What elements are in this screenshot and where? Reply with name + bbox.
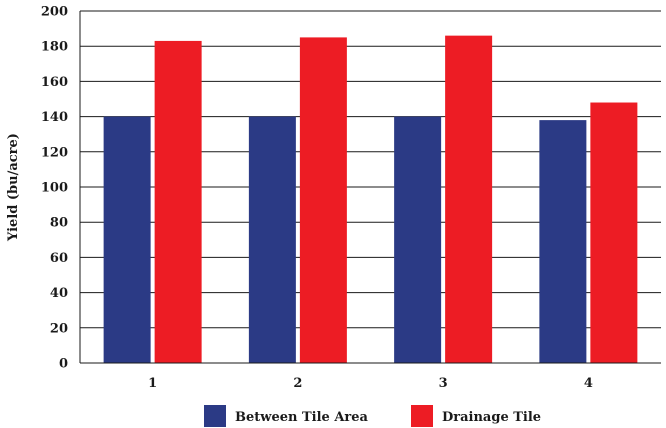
legend-label-1: Between Tile Area [235, 410, 369, 425]
y-tick-label: 60 [50, 251, 68, 266]
legend-swatch-1 [204, 405, 226, 427]
bar-series-2-category-1 [154, 40, 202, 364]
bar-series-1-category-4 [539, 120, 587, 364]
bar-series-1-category-2 [248, 116, 296, 363]
y-tick-label: 160 [41, 75, 68, 90]
y-axis-title: Yield (bu/acre) [6, 133, 21, 242]
y-tick-label: 120 [41, 145, 68, 160]
y-tick-label: 140 [41, 110, 68, 125]
legend-swatch-2 [411, 405, 433, 427]
bar-series-2-category-2 [299, 37, 347, 364]
bar-series-2-category-3 [445, 35, 493, 363]
bar-series-1-category-3 [394, 116, 442, 363]
y-tick-label: 100 [41, 181, 68, 196]
x-axis-ticks: 1 2 3 4 [148, 376, 593, 391]
x-tick-label: 2 [293, 376, 302, 391]
y-tick-label: 200 [41, 5, 68, 20]
y-tick-label: 0 [59, 357, 68, 372]
y-tick-label: 180 [41, 40, 68, 55]
x-tick-label: 3 [439, 376, 448, 391]
y-tick-label: 40 [50, 286, 68, 301]
y-tick-label: 80 [50, 216, 68, 231]
y-axis-ticks: 0 20 40 60 80 100 120 140 160 180 200 [41, 5, 68, 372]
legend: Between Tile Area Drainage Tile [204, 405, 541, 427]
y-tick-label: 20 [50, 321, 68, 336]
bar-series-2-category-4 [590, 102, 638, 364]
x-tick-label: 4 [584, 376, 593, 391]
bars [103, 35, 638, 364]
bar-series-1-category-1 [103, 116, 151, 363]
legend-label-2: Drainage Tile [442, 410, 541, 425]
x-tick-label: 1 [148, 376, 157, 391]
